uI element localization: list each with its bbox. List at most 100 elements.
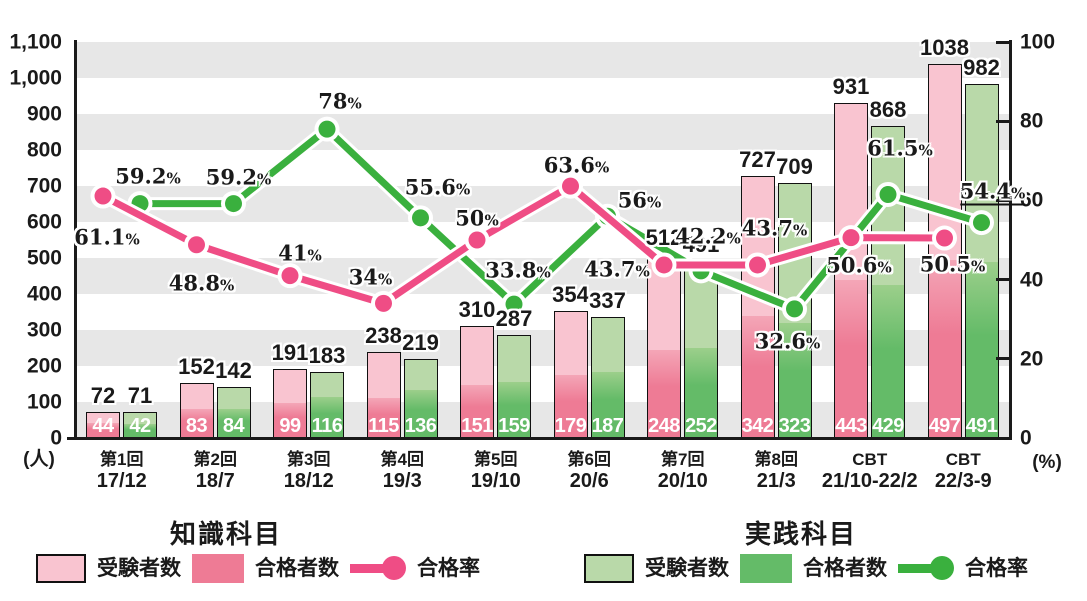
pass-rate-value-label-knowledge: 43.7% [584,256,650,282]
passers-value-label-practical: 323 [778,414,811,437]
left-axis-unit: (人) [23,449,55,470]
left-axis-tick-label: 100 [26,390,62,414]
examinees-bar-knowledge: 83 [179,383,214,438]
examinees-value-label-knowledge: 191 [271,340,309,366]
right-axis-tick-label: 100 [1020,30,1056,54]
pass-rate-value-label-knowledge: 50.6% [826,252,892,278]
legend-knowledge: 受験者数 合格者数 合格率 [36,553,480,583]
examinees-value-label-knowledge: 727 [739,147,776,173]
legend-swatch-examinees-practical [584,553,634,583]
passers-value-label-knowledge: 151 [461,414,493,437]
right-axis-unit: (%) [1032,452,1062,473]
examinees-bar-practical: 116 [310,372,344,438]
examinees-value-label-practical: 709 [776,153,813,179]
left-axis-tick-label: 1,100 [9,30,62,54]
passers-value-label-practical: 252 [685,414,717,437]
pass-rate-point-knowledge [468,231,486,249]
left-axis-line [73,40,77,439]
pass-rate-value-label-practical: 32.6% [754,328,821,354]
passers-segment-knowledge [648,349,680,437]
section-title-practical: 実践科目 [744,519,857,549]
category-label: 第5回 19/10 [470,450,521,492]
passers-segment-knowledge [928,260,961,437]
category-label: 第7回 20/10 [657,450,708,492]
passers-segment-practical [311,397,343,437]
passers-segment-knowledge [87,423,119,437]
examinees-bar-practical: 42 [123,412,157,438]
pass-rate-value-label-knowledge: 63.6% [543,152,610,178]
right-axis-tick-mark [996,40,1010,44]
left-axis-tick-label: 1,000 [9,66,62,90]
passers-segment-knowledge [180,409,213,437]
pass-rate-value-label-knowledge: 50% [455,205,499,231]
legend-label-rate-practical: 合格率 [965,556,1028,580]
passers-segment-practical [965,262,998,437]
category-label: CBT 22/3-9 [934,450,992,492]
legend-label-rate-knowledge: 合格率 [417,556,480,580]
examinees-bar-practical: 429 [871,125,905,438]
examinees-bar-practical: 136 [403,359,438,438]
pass-rate-point-knowledge [371,290,396,316]
examinees-value-label-knowledge: 354 [552,281,589,307]
passers-segment-practical [217,408,250,437]
pass-rate-value-label-knowledge: 50.5% [919,251,986,277]
pass-rate-value-label-knowledge: 48.8% [168,270,235,296]
pass-rate-value-label-practical: 78% [318,88,362,114]
category-label: 第8回 21/3 [754,450,798,492]
pass-rate-point-knowledge [464,227,490,253]
examinees-value-label-practical: 868 [869,96,907,122]
pass-rate-point-knowledge [188,236,205,254]
category-label: CBT 21/10-22/2 [821,450,918,492]
pass-rate-value-label-practical: 33.8% [485,257,551,283]
passers-value-label-knowledge: 443 [835,414,867,437]
examinees-bar-practical: 252 [684,261,718,438]
examinees-value-label-practical: 287 [495,305,533,331]
pass-rate-value-label-practical: 42.2% [675,223,741,249]
legend-swatch-examinees-knowledge [36,553,86,583]
legend-label-examinees-practical: 受験者数 [645,556,729,580]
category-label: 第4回 19/3 [380,450,424,492]
passers-segment-practical [685,348,717,437]
passers-segment-knowledge [461,384,493,437]
left-axis-tick-label: 500 [26,246,62,270]
section-title-knowledge: 知識科目 [169,519,282,549]
examinees-bar-knowledge: 115 [366,352,401,438]
examinees-bar-knowledge: 151 [460,326,494,438]
category-label: 第6回 20/6 [567,450,611,492]
legend-line-icon-practical [898,555,954,581]
right-axis-tick-label: 60 [1020,188,1044,212]
legend-line-icon-knowledge [350,555,406,581]
right-axis-tick-mark [996,357,1010,361]
right-axis-tick-label: 0 [1020,426,1032,450]
passers-value-label-practical: 116 [311,414,343,437]
passers-segment-practical [124,423,156,437]
passers-value-label-knowledge: 497 [928,414,961,437]
passers-value-label-practical: 42 [129,414,151,437]
bottom-axis-line [67,436,1012,440]
left-axis-tick-label: 600 [26,210,62,234]
examinees-bar-knowledge: 179 [553,310,588,438]
left-axis-tick-label: 700 [26,174,62,198]
category-label: 第3回 18/12 [283,450,334,492]
left-axis-tick-label: 800 [26,138,62,162]
legend-swatch-passers-knowledge [192,553,244,583]
pass-rate-value-label-practical: 59.2% [115,163,181,189]
left-axis-tick-label: 400 [26,282,62,306]
passers-segment-knowledge [741,315,774,437]
left-axis-tick-label: 200 [26,354,62,378]
passers-value-label-practical: 159 [498,414,530,437]
legend-label-examinees-knowledge: 受験者数 [97,556,181,580]
examinees-value-label-knowledge: 238 [365,323,402,349]
grid-band [75,42,1010,78]
examinees-bar-knowledge: 99 [273,369,307,438]
passers-value-label-practical: 187 [591,414,624,437]
passers-value-label-knowledge: 44 [92,414,114,437]
passers-value-label-knowledge: 83 [185,414,208,437]
category-label: 第2回 18/7 [193,450,237,492]
passers-segment-practical [778,322,811,437]
legend-label-passers-practical: 合格者数 [803,556,887,580]
passers-value-label-knowledge: 99 [279,414,301,437]
pass-rate-value-label-knowledge: 61.1% [74,224,140,250]
